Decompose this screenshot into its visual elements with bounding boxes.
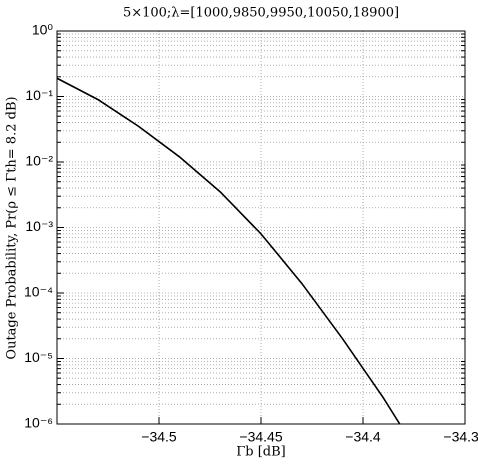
x-axis-label: Γb [dB] <box>236 445 286 460</box>
y-tick-label: 10⁻⁵ <box>24 349 53 365</box>
y-tick-label: 10⁻⁴ <box>24 284 53 300</box>
x-tick-label: −34.4 <box>345 429 381 445</box>
y-tick-label: 10⁻² <box>25 153 53 169</box>
line-series <box>56 77 401 425</box>
y-tick-label: 10⁻¹ <box>25 87 53 103</box>
chart-title: 5×100;λ=[1000,9850,9950,10050,18900] <box>123 6 399 21</box>
y-axis-label: Outage Probability, Pr(ρ ≤ Γth= 8.2 dB) <box>5 96 20 359</box>
x-tick-label: −34.5 <box>141 429 177 445</box>
y-tick-label: 10⁻³ <box>25 218 53 234</box>
x-tick-label: −34.45 <box>239 429 282 445</box>
x-tick-label: −34.35 <box>443 429 478 445</box>
plot-frame <box>56 30 466 425</box>
y-tick-label: 10⁻⁶ <box>24 415 53 431</box>
y-tick-label: 10⁰ <box>32 22 54 38</box>
